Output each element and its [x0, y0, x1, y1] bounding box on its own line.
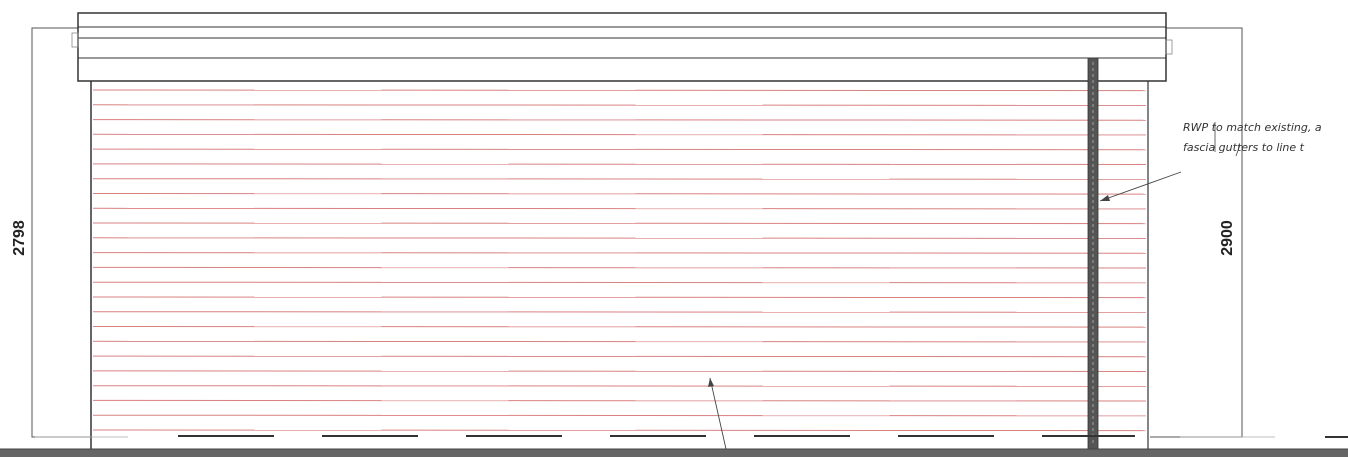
- cladding-boards: [92, 89, 1147, 432]
- cladding-board: [92, 414, 1147, 417]
- cladding-board: [92, 385, 1147, 387]
- right-height-label: 2900: [1219, 220, 1236, 256]
- cladding-leader: [708, 377, 727, 450]
- downpipe: [1087, 57, 1099, 451]
- cladding-board: [92, 119, 1147, 121]
- cladding-board: [92, 326, 1147, 328]
- note-line-1: RWP to match existing, a: [1183, 121, 1322, 134]
- cladding-board: [92, 311, 1147, 313]
- cladding-board: [92, 178, 1147, 180]
- wall: [90, 81, 1149, 449]
- note-line-2: fascia gutters to line t: [1183, 141, 1305, 154]
- cladding-board: [92, 193, 1147, 195]
- cladding-board: [92, 89, 1147, 92]
- cladding-board: [92, 296, 1147, 299]
- left-height-label: 2798: [11, 220, 28, 256]
- left-dimension: 2798: [11, 27, 90, 438]
- footing-dashed-line: [35, 435, 1348, 438]
- cladding-board: [92, 370, 1147, 372]
- cladding-board: [92, 399, 1147, 402]
- cladding-board: [92, 133, 1147, 136]
- cladding-board: [92, 252, 1147, 254]
- cladding-board: [92, 355, 1147, 358]
- right-dimension: 2900: [1150, 27, 1243, 438]
- cladding-board: [92, 222, 1147, 225]
- annotation-leader: [1099, 171, 1182, 202]
- cladding-board: [92, 266, 1147, 269]
- cladding-board: [92, 429, 1147, 432]
- cladding-board: [92, 340, 1147, 343]
- cladding-board: [92, 237, 1147, 239]
- ground-line: [0, 448, 1348, 457]
- cladding-board: [92, 163, 1147, 165]
- cladding-board: [92, 104, 1147, 106]
- annotation-note: RWP to match existing, a fascia gutters …: [1183, 121, 1322, 157]
- cladding-board: [92, 207, 1147, 210]
- cladding-board: [92, 281, 1147, 284]
- cladding-board: [92, 148, 1147, 151]
- roof-fascia: [71, 12, 1173, 82]
